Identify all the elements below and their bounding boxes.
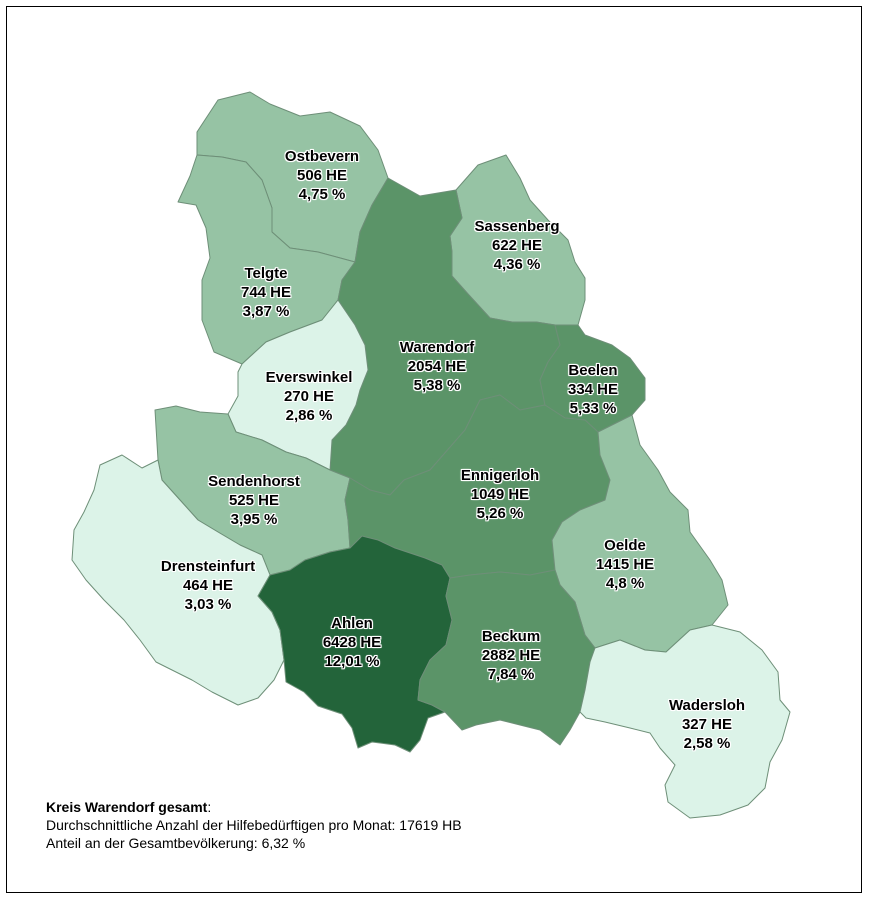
summary-line-share: Anteil an der Gesamtbevölkerung: 6,32 %: [46, 835, 306, 851]
label-oelde: Oelde 1415 HE 4,8 %: [595, 537, 655, 592]
summary-title-line: Kreis Warendorf gesamt:: [46, 799, 212, 815]
region-drensteinfurt[interactable]: [71, 454, 285, 706]
map-frame: [6, 6, 862, 893]
label-beckum: Beckum 2882 HE 7,84 %: [481, 628, 541, 683]
summary-line-average: Durchschnittliche Anzahl der Hilfebedürf…: [46, 817, 462, 833]
label-telgte: Telgte 744 HE 3,87 %: [240, 265, 292, 320]
label-ennigerloh: Ennigerloh 1049 HE 5,26 %: [460, 467, 540, 522]
summary-block: Kreis Warendorf gesamt: Durchschnittlich…: [46, 798, 462, 852]
region-beckum[interactable]: [417, 569, 596, 746]
summary-title: Kreis Warendorf gesamt: [46, 799, 208, 815]
label-sendenhorst: Sendenhorst 525 HE 3,95 %: [208, 473, 300, 528]
label-everswinkel: Everswinkel 270 HE 2,86 %: [265, 369, 353, 424]
label-sassenberg: Sassenberg 622 HE 4,36 %: [474, 218, 560, 273]
region-wadersloh[interactable]: [579, 624, 791, 819]
label-warendorf: Warendorf 2054 HE 5,38 %: [399, 339, 475, 394]
label-ahlen: Ahlen 6428 HE 12,01 %: [322, 615, 382, 670]
label-ostbevern: Ostbevern 506 HE 4,75 %: [284, 148, 360, 203]
label-wadersloh: Wadersloh 327 HE 2,58 %: [668, 697, 746, 752]
label-beelen: Beelen 334 HE 5,33 %: [567, 362, 619, 417]
label-drensteinfurt: Drensteinfurt 464 HE 3,03 %: [160, 558, 256, 613]
